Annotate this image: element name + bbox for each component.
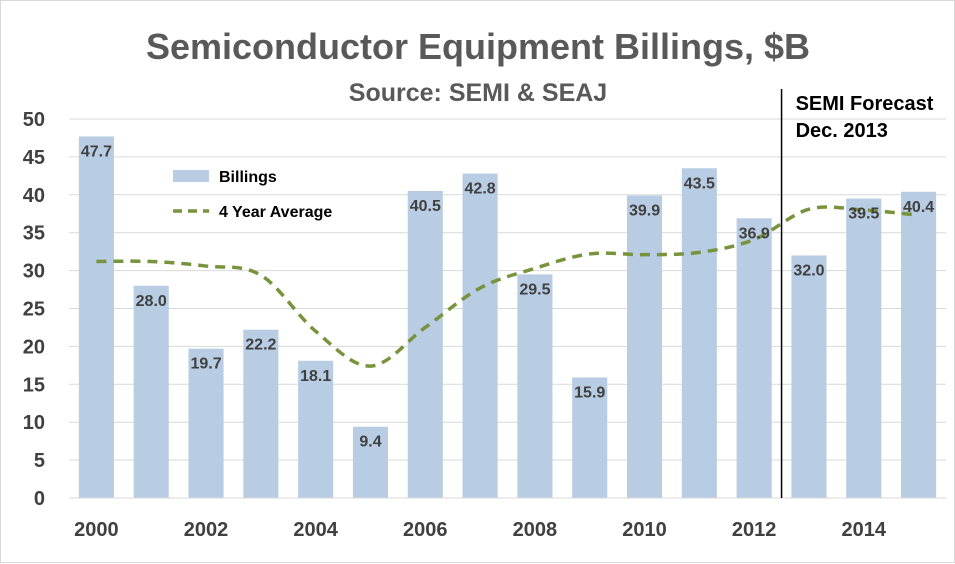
bar (791, 255, 827, 498)
bar (188, 348, 224, 498)
bar (462, 173, 498, 499)
bar (243, 329, 279, 498)
y-tick-label: 50 (23, 109, 45, 131)
x-tick-label: 2010 (622, 519, 667, 541)
y-tick-label: 5 (34, 450, 45, 472)
forecast-note-line1: SEMI Forecast (796, 93, 934, 115)
bar (517, 274, 553, 498)
average-line (96, 205, 919, 368)
y-tick-label: 25 (23, 299, 45, 321)
chart-subtitle: Source: SEMI & SEAJ (349, 79, 607, 107)
y-tick-label: 40 (23, 185, 45, 207)
bar (298, 360, 334, 498)
x-tick-label: 2002 (184, 519, 229, 541)
data-label: 18.1 (300, 368, 331, 385)
y-tick-label: 30 (23, 261, 45, 283)
legend: Billings 4 Year Average (173, 169, 332, 221)
bar (736, 218, 772, 498)
data-label: 19.7 (190, 356, 221, 373)
bar (78, 136, 114, 498)
data-label: 32.0 (793, 262, 824, 279)
x-tick-label: 2000 (74, 519, 119, 541)
x-tick-label: 2014 (842, 519, 887, 541)
data-label: 15.9 (574, 384, 605, 401)
y-tick-label: 0 (34, 488, 45, 510)
x-axis-ticks: 2000 2002 2004 2006 2008 2010 2012 2014 (74, 519, 887, 541)
chart-title: Semiconductor Equipment Billings, $B (146, 26, 810, 67)
bar (626, 195, 663, 499)
data-label: 43.5 (684, 175, 715, 192)
bar (572, 377, 608, 498)
data-label: 28.0 (136, 293, 167, 310)
y-tick-label: 15 (23, 374, 45, 396)
x-tick-label: 2004 (293, 519, 338, 541)
data-label: 9.4 (359, 434, 381, 451)
data-label: 29.5 (519, 281, 550, 298)
legend-swatch-billings (173, 170, 209, 182)
bar (133, 285, 169, 498)
data-label: 36.9 (739, 225, 770, 242)
bar (352, 426, 389, 498)
bar (901, 191, 937, 498)
bar (681, 168, 717, 498)
x-tick-label: 2012 (732, 519, 777, 541)
y-tick-label: 20 (23, 336, 45, 358)
bars (78, 136, 937, 499)
data-label: 40.5 (410, 198, 441, 215)
average-line-path (96, 205, 919, 368)
y-axis-ticks: 0 5 10 15 20 25 30 35 40 45 50 (23, 109, 45, 510)
data-label: 39.9 (629, 203, 660, 220)
data-label: 22.2 (245, 337, 276, 354)
legend-label-average: 4 Year Average (219, 204, 332, 221)
legend-label-billings: Billings (219, 169, 277, 186)
y-tick-label: 10 (23, 412, 45, 434)
data-label: 39.5 (848, 206, 879, 223)
data-label: 47.7 (81, 143, 112, 160)
bar (846, 198, 882, 498)
x-tick-label: 2008 (513, 519, 558, 541)
y-tick-label: 45 (23, 147, 45, 169)
forecast-note-line2: Dec. 2013 (796, 120, 888, 142)
y-tick-label: 35 (23, 223, 45, 245)
data-label: 40.4 (903, 199, 934, 216)
data-labels: 47.7 28.0 19.7 22.2 18.1 9.4 40.5 42.8 29.5 15.9 3… (81, 143, 934, 450)
bar (407, 191, 443, 498)
x-tick-label: 2006 (403, 519, 448, 541)
data-label: 42.8 (465, 181, 496, 198)
